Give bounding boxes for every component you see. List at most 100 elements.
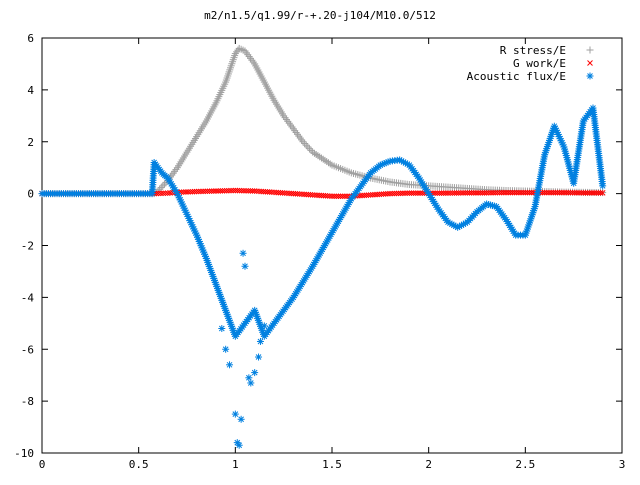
data-point xyxy=(556,189,563,196)
data-point xyxy=(507,189,514,196)
data-point xyxy=(164,190,171,196)
data-point xyxy=(516,189,522,196)
data-point xyxy=(160,180,168,188)
data-point xyxy=(238,187,245,194)
x-tick-label: 0 xyxy=(39,458,46,471)
y-tick-label: -2 xyxy=(21,240,34,253)
legend-swatch xyxy=(587,60,593,66)
data-point xyxy=(520,189,527,196)
data-point xyxy=(395,190,402,197)
data-point xyxy=(402,190,408,197)
data-point xyxy=(167,190,173,196)
data-point xyxy=(316,153,324,161)
data-point xyxy=(191,188,198,195)
data-point xyxy=(412,190,419,196)
data-point xyxy=(314,152,322,160)
data-point xyxy=(541,189,548,196)
data-point xyxy=(488,189,494,196)
data-point xyxy=(440,190,447,196)
data-point xyxy=(187,188,194,195)
y-tick-label: 4 xyxy=(27,84,34,97)
data-point xyxy=(241,187,247,194)
data-point xyxy=(302,141,310,149)
data-point xyxy=(189,188,196,195)
data-point xyxy=(305,145,313,153)
data-point xyxy=(483,189,490,196)
data-point xyxy=(245,374,253,382)
data-point xyxy=(485,189,492,196)
y-tick-label: 6 xyxy=(27,32,34,45)
data-point xyxy=(247,188,254,194)
data-point xyxy=(460,190,466,196)
data-point xyxy=(335,193,342,200)
x-tick-label: 1 xyxy=(232,458,239,471)
data-point xyxy=(470,189,477,196)
data-point xyxy=(445,190,451,196)
data-point xyxy=(193,188,200,195)
data-point xyxy=(434,190,441,196)
data-point xyxy=(494,189,501,196)
data-point xyxy=(599,182,607,190)
data-point xyxy=(400,190,406,197)
data-point xyxy=(464,189,471,196)
data-point xyxy=(256,337,264,345)
data-point xyxy=(183,189,189,195)
data-point xyxy=(543,189,550,196)
data-point xyxy=(232,187,239,194)
data-point xyxy=(324,159,332,167)
data-point xyxy=(591,189,597,196)
data-point xyxy=(436,190,443,196)
data-point xyxy=(228,187,234,194)
data-point xyxy=(563,189,570,196)
data-point xyxy=(337,193,344,200)
data-point xyxy=(307,146,315,154)
data-point xyxy=(496,189,503,196)
data-point xyxy=(513,189,520,196)
data-point xyxy=(185,189,191,195)
data-point xyxy=(326,160,334,168)
data-point xyxy=(584,189,591,196)
data-point xyxy=(333,193,340,200)
data-point xyxy=(312,150,320,158)
data-point xyxy=(453,190,460,196)
data-point xyxy=(404,190,411,197)
data-point xyxy=(339,193,346,200)
data-point xyxy=(195,188,202,195)
data-point xyxy=(198,188,204,195)
data-point xyxy=(249,188,256,194)
data-point xyxy=(210,188,217,194)
data-point xyxy=(384,190,391,197)
data-point xyxy=(410,190,417,196)
data-point xyxy=(578,189,585,196)
data-point xyxy=(221,187,228,194)
data-marks xyxy=(38,44,607,449)
data-point xyxy=(217,188,224,194)
data-point xyxy=(299,138,307,146)
data-point xyxy=(162,190,169,197)
data-point xyxy=(326,193,333,199)
data-point xyxy=(468,189,475,196)
data-point xyxy=(408,190,415,196)
y-tick-label: -4 xyxy=(21,291,35,304)
y-tick-label: 2 xyxy=(27,136,34,149)
data-point xyxy=(576,189,582,196)
series-acoustic-flux-e xyxy=(38,104,607,340)
data-point xyxy=(447,190,454,196)
data-point xyxy=(492,189,499,196)
data-point xyxy=(546,189,552,196)
data-point xyxy=(498,189,505,196)
data-point xyxy=(231,410,239,418)
data-point xyxy=(159,182,167,190)
data-point xyxy=(321,156,329,164)
data-point xyxy=(550,189,557,196)
data-point xyxy=(200,188,206,195)
data-point xyxy=(202,188,209,195)
data-point xyxy=(462,190,469,196)
data-point xyxy=(569,189,576,196)
x-tick-label: 0.5 xyxy=(129,458,149,471)
data-point xyxy=(251,369,259,377)
data-point xyxy=(475,189,481,196)
data-point xyxy=(155,190,162,197)
data-point xyxy=(301,139,309,147)
